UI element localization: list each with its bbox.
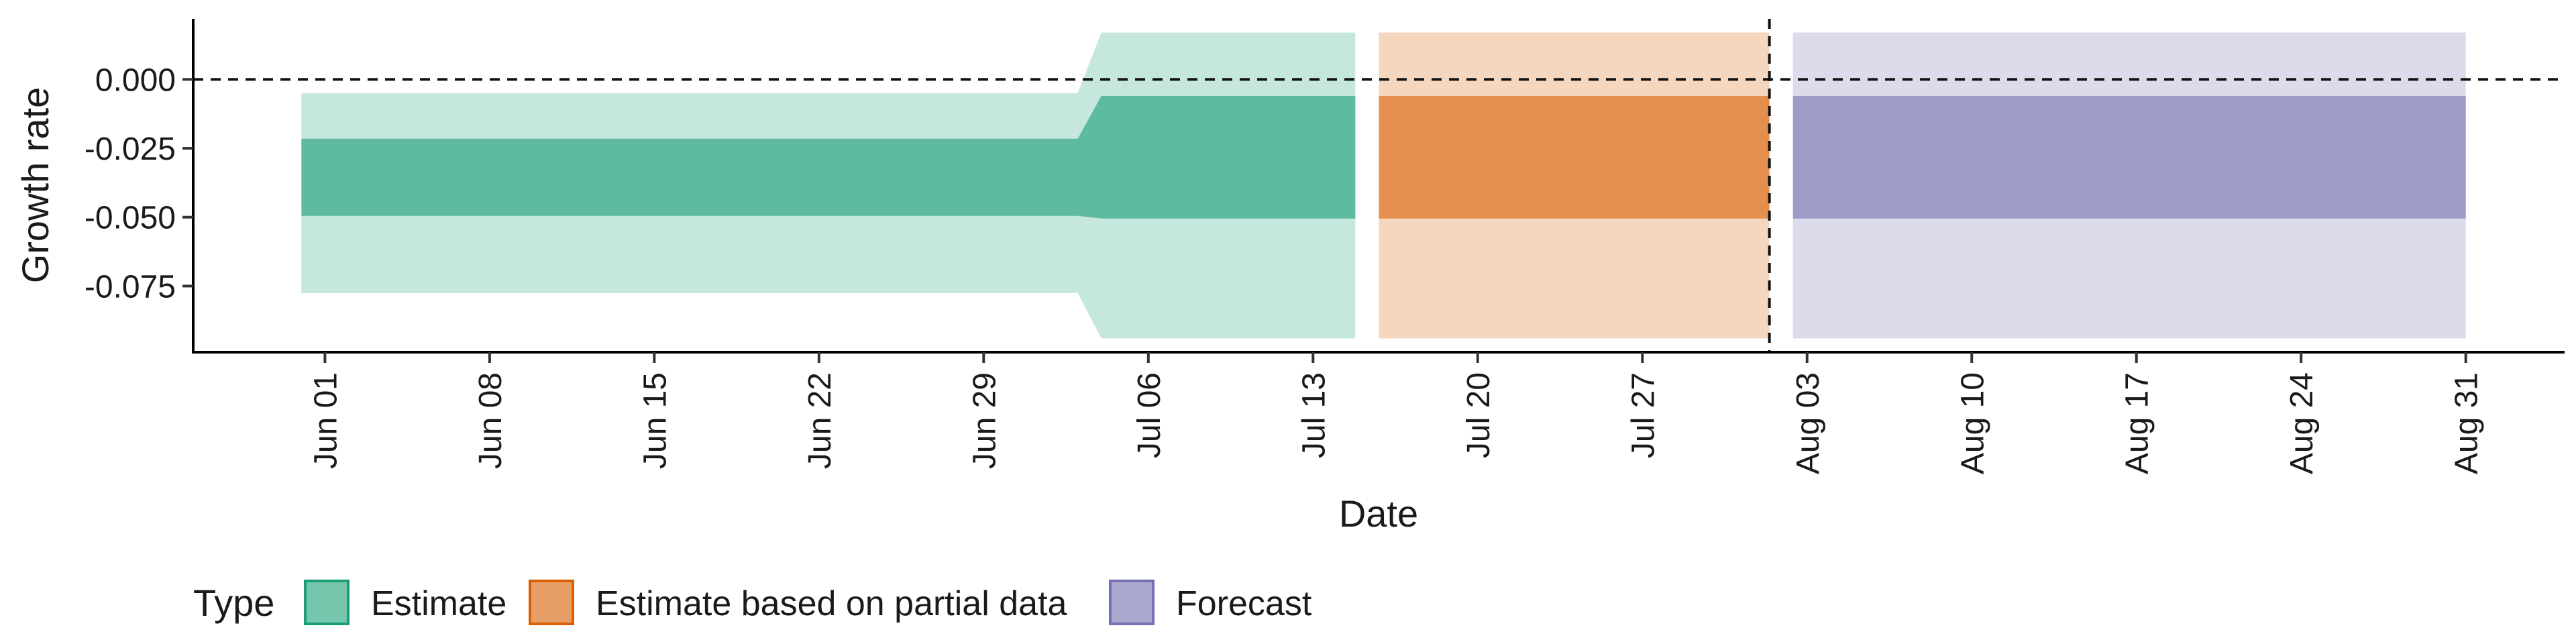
x-tick-label: Jul 27 [1625,372,1661,458]
legend-key-0 [304,580,350,625]
x-tick-label: Jul 20 [1461,372,1497,458]
inner-band-0 [301,96,1356,219]
y-tick-label: 0.000 [95,62,176,98]
inner-band-2 [1792,96,2466,219]
legend-key-1 [529,580,574,625]
x-axis-ticks: Jun 01 Jun 08 Jun 15 Jun 22 Jun 29 Jul 06 Jul … [308,352,2485,474]
inner-band-1 [1379,96,1770,219]
x-tick-label: Aug 24 [2284,372,2320,474]
legend-key-2 [1109,580,1155,625]
x-tick-label: Aug 17 [2120,372,2155,474]
x-tick-label: Jun 22 [802,372,838,469]
legend-title: Type [193,582,274,624]
legend-label-1: Estimate based on partial data [596,584,1067,623]
y-tick-label: -0.075 [85,269,176,305]
x-tick-label: Jun 29 [967,372,1002,469]
x-tick-label: Aug 31 [2449,372,2485,474]
y-tick-label: -0.050 [85,201,176,236]
ribbon-layer [301,32,2466,339]
reference-lines [193,19,2565,352]
x-tick-label: Jul 06 [1132,372,1167,458]
x-tick-label: Jun 01 [308,372,343,469]
legend-label-0: Estimate [371,584,506,623]
x-tick-label: Jun 08 [473,372,508,469]
x-tick-label: Aug 10 [1955,372,1990,474]
legend: Type Estimate Estimate based on partial d… [193,580,1312,625]
legend-label-2: Forecast [1176,584,1312,623]
axes [192,19,2565,354]
y-tick-label: -0.025 [85,131,176,167]
x-tick-label: Aug 03 [1790,372,1826,474]
x-axis-label: Date [1339,492,1418,535]
y-axis-label: Growth rate [14,87,56,284]
x-tick-label: Jun 15 [637,372,673,469]
y-axis-ticks: 0.000 -0.025 -0.050 -0.075 [85,62,193,305]
x-tick-label: Jul 13 [1296,372,1332,458]
